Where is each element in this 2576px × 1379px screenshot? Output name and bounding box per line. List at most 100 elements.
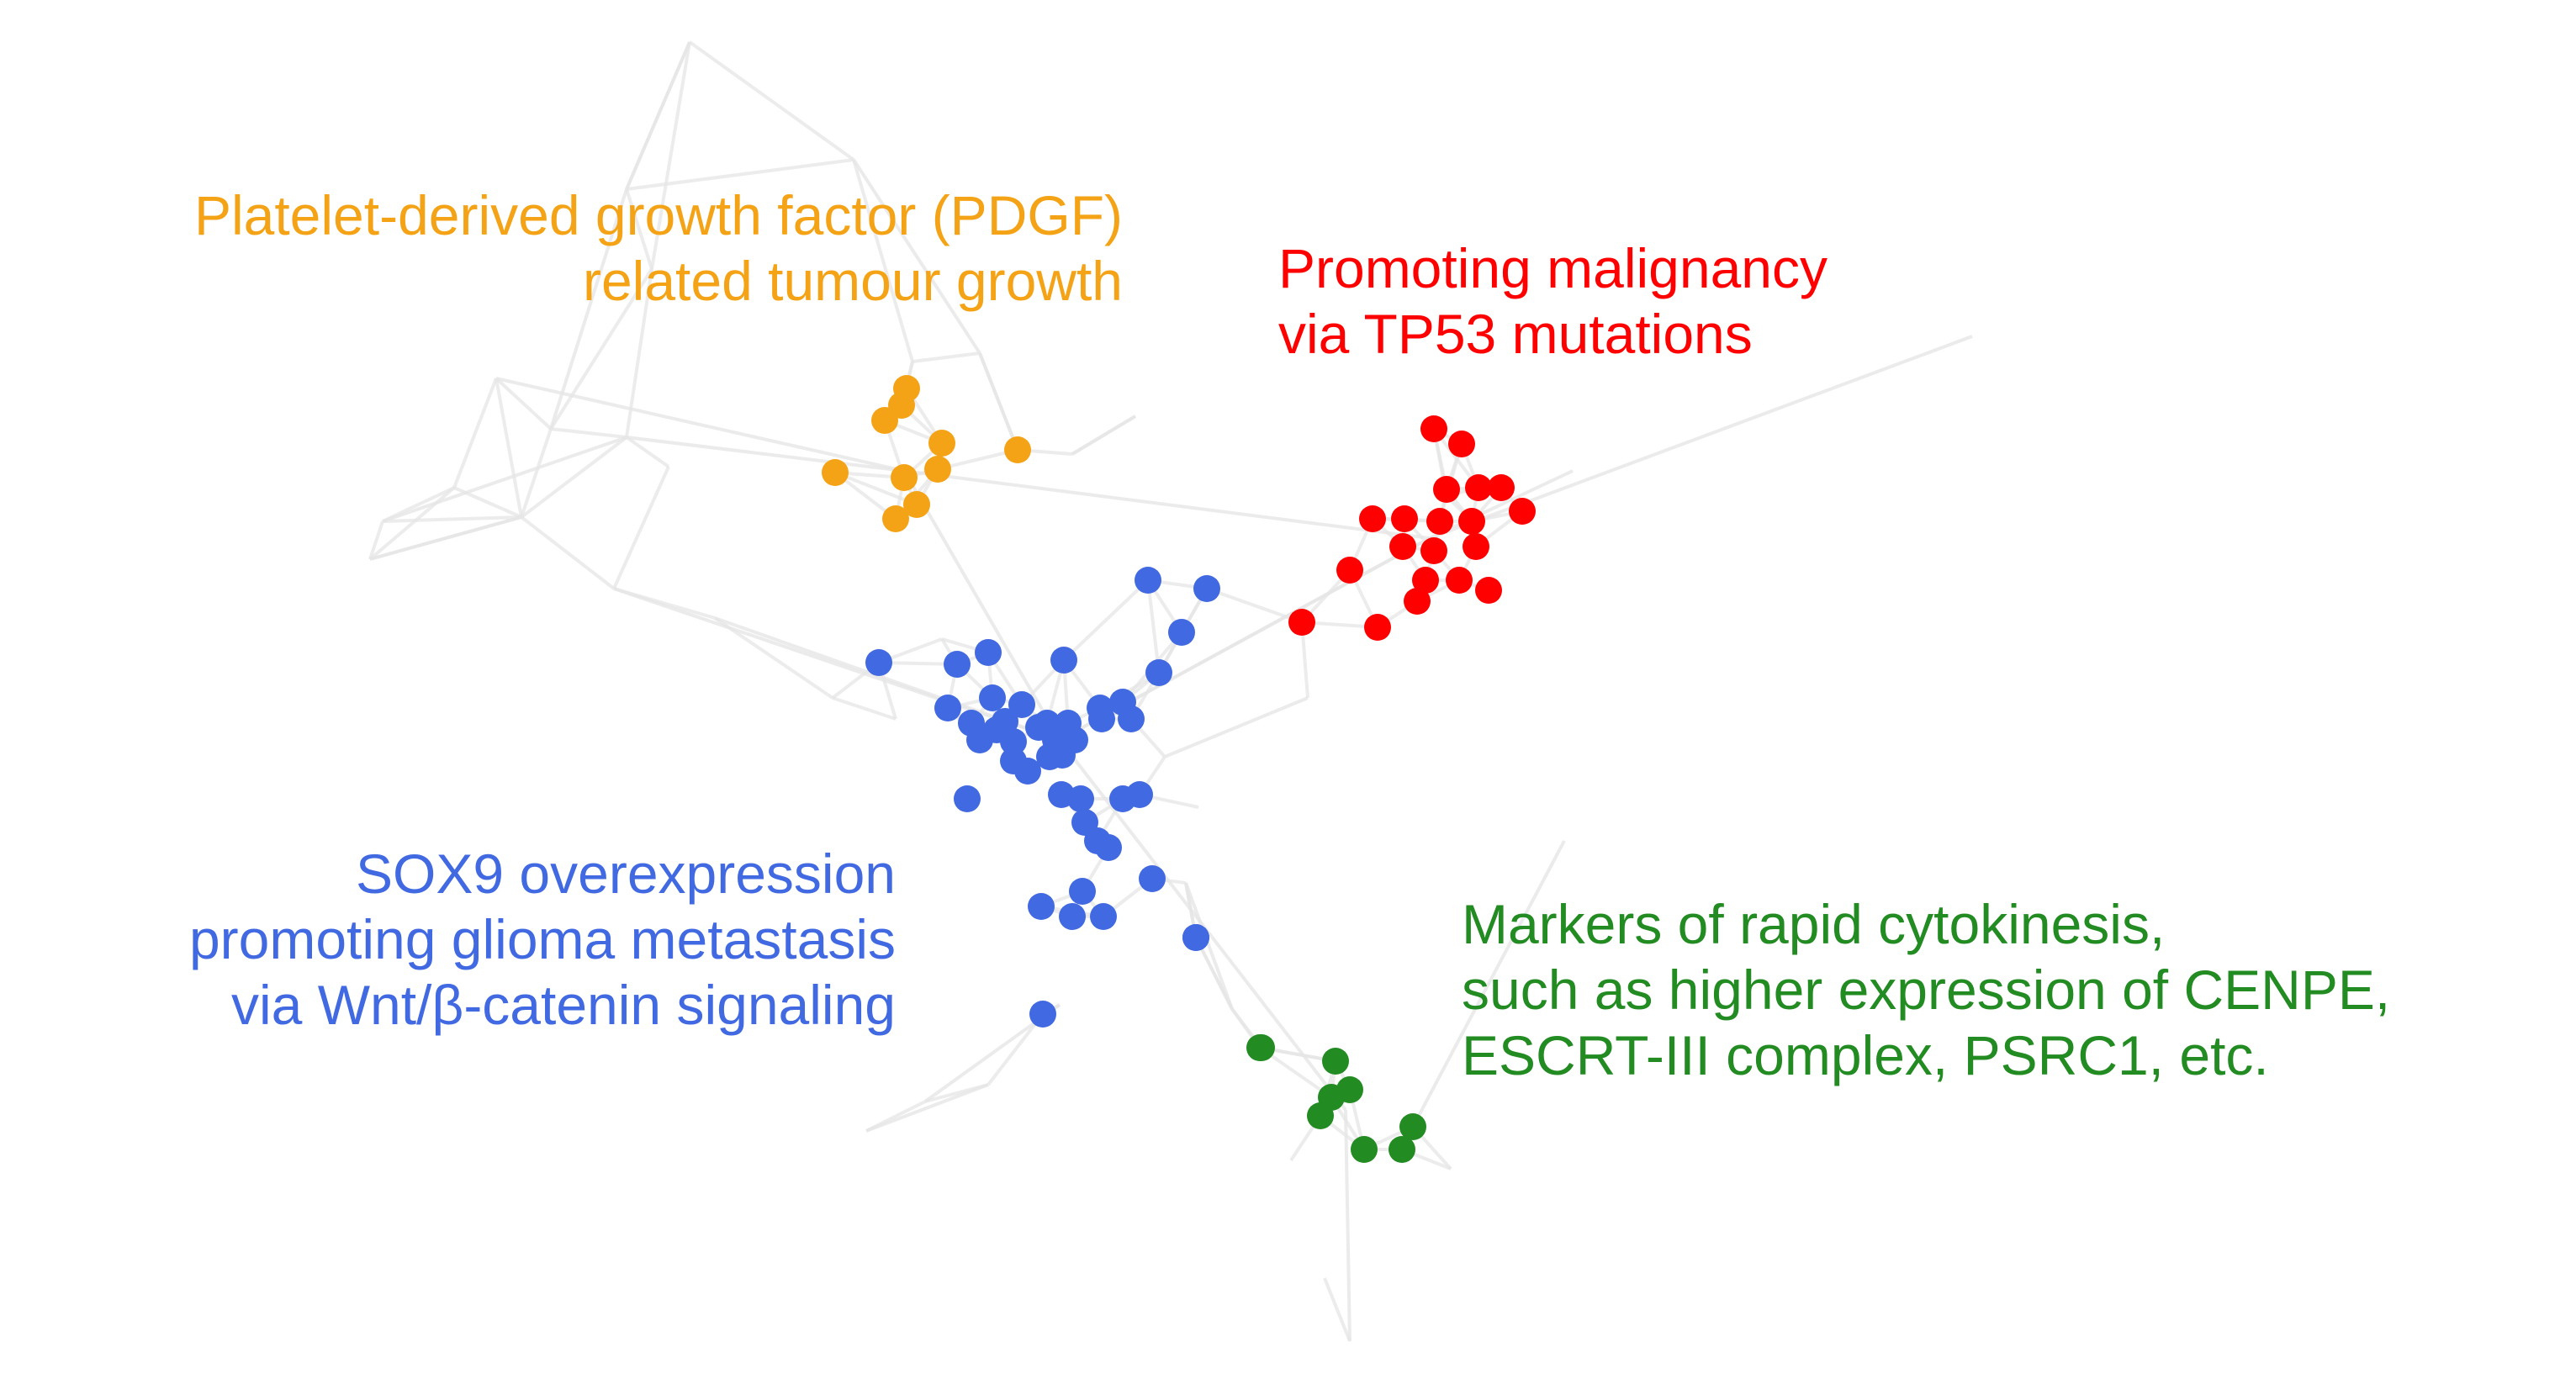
sox9-node xyxy=(1050,647,1077,674)
sox9-node xyxy=(1168,619,1195,646)
sox9-node xyxy=(1069,878,1096,905)
network-edge xyxy=(650,41,691,270)
tp53-node xyxy=(1433,476,1460,503)
network-edge xyxy=(1184,882,1234,1010)
sox9-node xyxy=(1090,903,1117,930)
network-edge xyxy=(832,696,897,721)
pdgf-node xyxy=(888,392,915,419)
sox9-node xyxy=(1055,710,1082,737)
tp53-node xyxy=(1412,567,1439,594)
network-edge xyxy=(852,158,981,355)
sox9-node xyxy=(1139,865,1166,892)
pdgf-node xyxy=(924,456,951,483)
tp53-cluster-label: Promoting malignancy via TP53 mutations xyxy=(1278,237,1828,365)
cytokinesis-node xyxy=(1351,1136,1378,1163)
network-edge xyxy=(382,515,522,523)
network-edge xyxy=(937,448,1018,471)
sox9-node xyxy=(1182,924,1209,951)
sox9-node xyxy=(1036,743,1063,770)
sox9-node xyxy=(1135,567,1161,594)
sox9-node xyxy=(934,695,961,721)
sox9-node xyxy=(865,649,892,676)
sox9-node xyxy=(954,785,981,812)
sox9-node xyxy=(1014,758,1041,785)
tp53-node xyxy=(1420,537,1447,564)
tp53-node xyxy=(1391,505,1418,532)
network-edge xyxy=(1164,696,1309,758)
network-edge xyxy=(713,616,834,700)
network-edge xyxy=(368,520,384,560)
tp53-node xyxy=(1336,557,1363,584)
network-edge xyxy=(613,587,1061,742)
tp53-node xyxy=(1463,533,1489,560)
cytokinesis-cluster-label: Markers of rapid cytokinesis, such as hi… xyxy=(1462,893,2391,1086)
network-nodes xyxy=(822,375,1536,1163)
sox9-node xyxy=(1095,834,1122,861)
network-edge xyxy=(520,515,616,590)
tp53-node xyxy=(1288,609,1315,636)
sox9-node xyxy=(1029,1001,1056,1028)
sox9-node xyxy=(1145,659,1172,686)
network-edge xyxy=(550,427,627,439)
sox9-node xyxy=(979,684,1006,711)
network-edge xyxy=(852,159,914,362)
pdgf-node xyxy=(822,459,849,486)
cytokinesis-node xyxy=(1307,1102,1334,1129)
network-edge xyxy=(520,436,628,519)
network-edge xyxy=(1146,579,1161,674)
tp53-node xyxy=(1426,508,1453,535)
network-edge xyxy=(688,40,855,161)
cytokinesis-node xyxy=(1248,1034,1275,1061)
network-edge xyxy=(865,1083,989,1133)
tp53-node xyxy=(1448,431,1475,457)
network-edge xyxy=(520,428,553,518)
network-edge xyxy=(382,436,627,523)
sox9-node xyxy=(1088,705,1115,732)
sox9-node xyxy=(1193,575,1220,602)
tp53-node xyxy=(1488,474,1515,501)
network-edge xyxy=(834,471,918,506)
network-edge xyxy=(495,377,553,431)
network-edge xyxy=(625,188,653,270)
tp53-node xyxy=(1475,577,1502,604)
network-edge xyxy=(902,469,1061,742)
network-edge xyxy=(912,351,981,363)
tp53-node xyxy=(1465,474,1492,501)
sox9-node xyxy=(1028,893,1055,920)
cytokinesis-node xyxy=(1399,1113,1426,1140)
network-edge xyxy=(368,486,456,561)
pdgf-node xyxy=(891,464,918,491)
sox9-node xyxy=(1126,781,1153,808)
network-edge xyxy=(495,378,523,518)
tp53-node xyxy=(1420,415,1447,442)
pdgf-node xyxy=(903,491,930,518)
network-edge xyxy=(452,378,498,489)
sox9-cluster-label: SOX9 overexpression promoting glioma met… xyxy=(188,843,896,1036)
sox9-node xyxy=(975,639,1002,666)
tp53-node xyxy=(1389,533,1416,560)
network-edge xyxy=(903,469,1431,540)
pdgf-cluster-label: Platelet-derived growth factor (PDGF) re… xyxy=(193,184,1123,312)
network-edge xyxy=(1323,1277,1351,1342)
sox9-node xyxy=(1059,903,1086,930)
pdgf-node xyxy=(882,505,909,532)
cytokinesis-node xyxy=(1322,1048,1349,1075)
tp53-node xyxy=(1509,498,1536,525)
sox9-node xyxy=(1000,728,1027,755)
network-edge xyxy=(1062,579,1150,662)
sox9-node xyxy=(1067,785,1094,812)
network-edge xyxy=(626,436,905,473)
sox9-node xyxy=(944,651,971,678)
tp53-node xyxy=(1359,505,1386,532)
network-edge xyxy=(495,377,905,473)
network-edge xyxy=(1071,415,1137,456)
network-edge xyxy=(612,466,670,589)
tp53-node xyxy=(1404,588,1431,615)
pdgf-node xyxy=(928,430,955,457)
network-edge xyxy=(625,41,691,190)
network-edge xyxy=(626,158,854,191)
network-edge xyxy=(549,188,628,430)
network-edge xyxy=(1429,469,1574,540)
tp53-node xyxy=(1446,567,1473,594)
